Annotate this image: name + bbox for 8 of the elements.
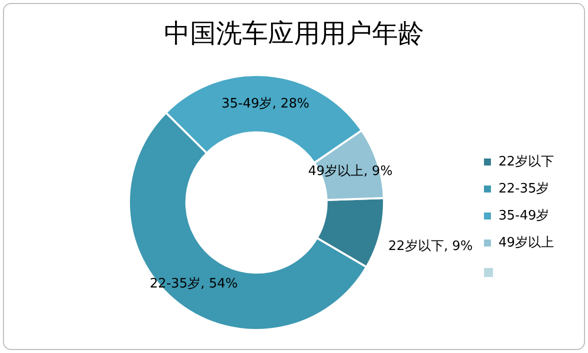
legend-label: 35-49岁 [498,208,550,224]
data-label: 49岁以上, 9% [308,164,393,180]
data-label: 22岁以下, 9% [388,238,473,254]
legend-label: 22岁以下 [498,154,554,170]
chart-title: 中国洗车应用用户年龄 [163,18,425,51]
legend-label: 22-35岁 [498,181,550,196]
legend-label: 49岁以上 [498,235,554,250]
data-label: 35-49岁, 28% [221,96,310,112]
